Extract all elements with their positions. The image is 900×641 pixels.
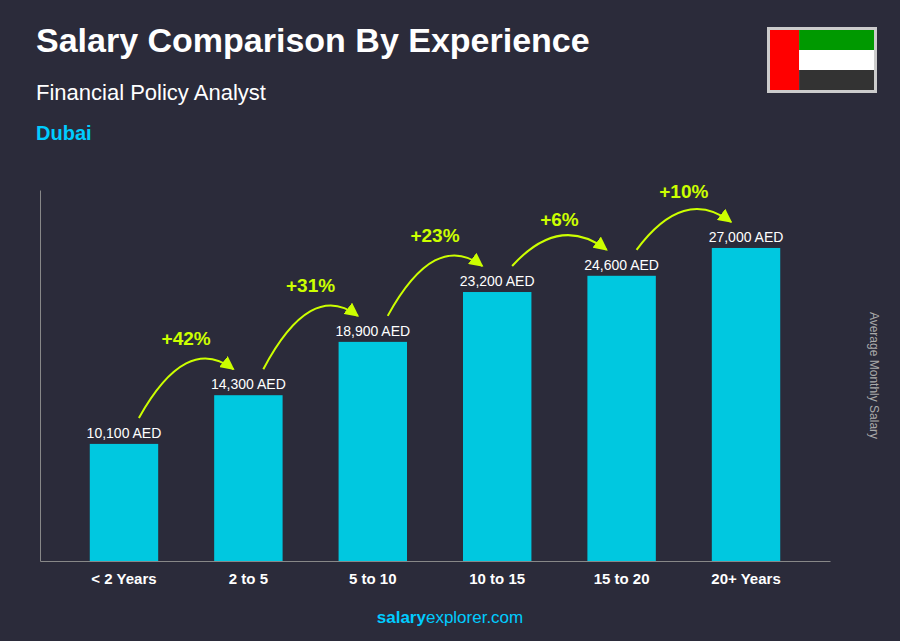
y-axis xyxy=(40,191,41,562)
flag xyxy=(767,27,877,93)
y-axis-title: Average Monthly Salary xyxy=(867,312,881,439)
flag-stripe xyxy=(770,30,799,90)
y-axis-line xyxy=(40,191,41,562)
x-tick-label: 2 to 5 xyxy=(229,570,268,587)
x-tick: 2 to 5 xyxy=(229,561,268,587)
x-tick: 15 to 20 xyxy=(594,561,650,587)
data-labels: 10,100 AED 14,300 AED 18,900 AED 23,200 AED… xyxy=(87,229,784,441)
data-label: 24,600 AED xyxy=(584,257,659,273)
x-axis: < 2 Years 2 to 5 5 to 10 10 to 15 15 to 20 20… xyxy=(41,561,831,587)
title: Salary Comparison By Experience xyxy=(36,21,590,59)
data-label: 14,300 AED xyxy=(211,376,286,392)
x-axis-line xyxy=(41,561,831,562)
x-tick-label: 15 to 20 xyxy=(594,570,650,587)
x-tick-label: 20+ Years xyxy=(711,570,780,587)
bar xyxy=(214,395,282,561)
data-label: 27,000 AED xyxy=(709,229,784,245)
annotations: +42% +31% +23% +6% +10% xyxy=(139,181,731,418)
x-tick: 20+ Years xyxy=(711,561,780,587)
bar xyxy=(712,248,780,561)
annotation-label: +31% xyxy=(286,275,335,296)
bar xyxy=(90,444,158,561)
x-tick: 5 to 10 xyxy=(349,561,397,587)
bars xyxy=(90,248,780,561)
x-tick: 10 to 15 xyxy=(469,561,525,587)
x-tick-label: 5 to 10 xyxy=(349,570,397,587)
watermark-bold: salary xyxy=(377,608,427,627)
x-tick: < 2 Years xyxy=(91,561,156,587)
annotation-label: +10% xyxy=(659,181,708,202)
chart: Salary Comparison By Experience Financial… xyxy=(0,0,900,641)
bar xyxy=(339,342,407,561)
data-label: 23,200 AED xyxy=(460,273,535,289)
data-label: 18,900 AED xyxy=(335,323,410,339)
subtitle: Financial Policy Analyst xyxy=(36,80,266,105)
x-tick-label: < 2 Years xyxy=(91,570,156,587)
flag-stripe xyxy=(799,30,874,50)
x-tick-label: 10 to 15 xyxy=(469,570,525,587)
annotation-arrow xyxy=(637,209,732,250)
flag-stripe xyxy=(799,50,874,70)
annotation-arrow xyxy=(512,235,607,266)
plot: < 2 Years 2 to 5 5 to 10 10 to 15 15 to 20 20… xyxy=(41,181,831,587)
annotation-label: +6% xyxy=(540,209,579,230)
annotation-label: +42% xyxy=(162,328,211,349)
watermark-rest: explorer.com xyxy=(426,608,523,627)
bar xyxy=(463,292,531,561)
background xyxy=(0,0,900,641)
annotation-arrow xyxy=(388,255,483,315)
annotation-label: +23% xyxy=(410,225,459,246)
data-label: 10,100 AED xyxy=(87,425,162,441)
watermark: salaryexplorer.com xyxy=(377,608,524,627)
flag-border xyxy=(767,27,877,93)
annotation-arrow xyxy=(139,358,234,417)
annotation-arrow xyxy=(263,306,358,370)
bar xyxy=(587,276,655,561)
city: Dubai xyxy=(36,122,92,144)
flag-stripe xyxy=(799,70,874,90)
